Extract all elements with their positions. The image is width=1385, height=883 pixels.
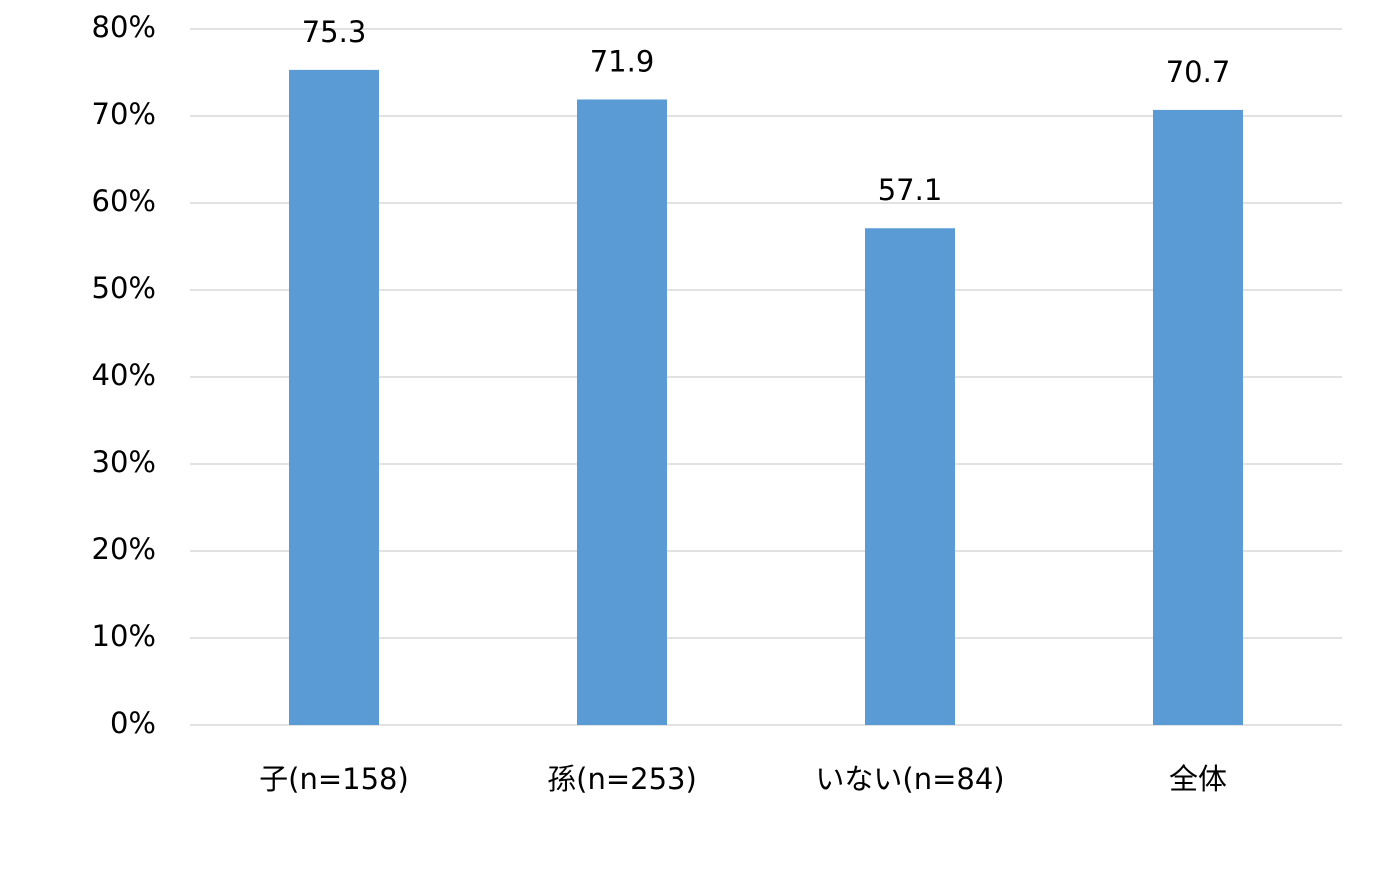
- y-tick-label: 60%: [92, 184, 156, 218]
- x-tick-label: 子(n=158): [259, 762, 409, 796]
- value-label: 57.1: [878, 173, 943, 207]
- y-tick-label: 30%: [92, 445, 156, 479]
- y-tick-label: 10%: [92, 619, 156, 653]
- y-tick-label: 70%: [92, 97, 156, 131]
- x-tick-label: いない(n=84): [815, 762, 1004, 796]
- value-label: 70.7: [1166, 55, 1231, 89]
- y-tick-label: 0%: [110, 706, 156, 740]
- bar: [577, 99, 667, 726]
- bar: [289, 69, 379, 725]
- bar: [865, 228, 955, 726]
- value-label: 75.3: [302, 15, 367, 49]
- y-tick-label: 40%: [92, 358, 156, 392]
- bar: [1153, 109, 1243, 725]
- y-tick-label: 20%: [92, 532, 156, 566]
- value-label: 71.9: [590, 44, 655, 78]
- x-tick-label: 孫(n=253): [547, 762, 697, 796]
- y-tick-label: 80%: [92, 10, 156, 44]
- y-tick-label: 50%: [92, 271, 156, 305]
- x-tick-label: 全体: [1169, 762, 1227, 796]
